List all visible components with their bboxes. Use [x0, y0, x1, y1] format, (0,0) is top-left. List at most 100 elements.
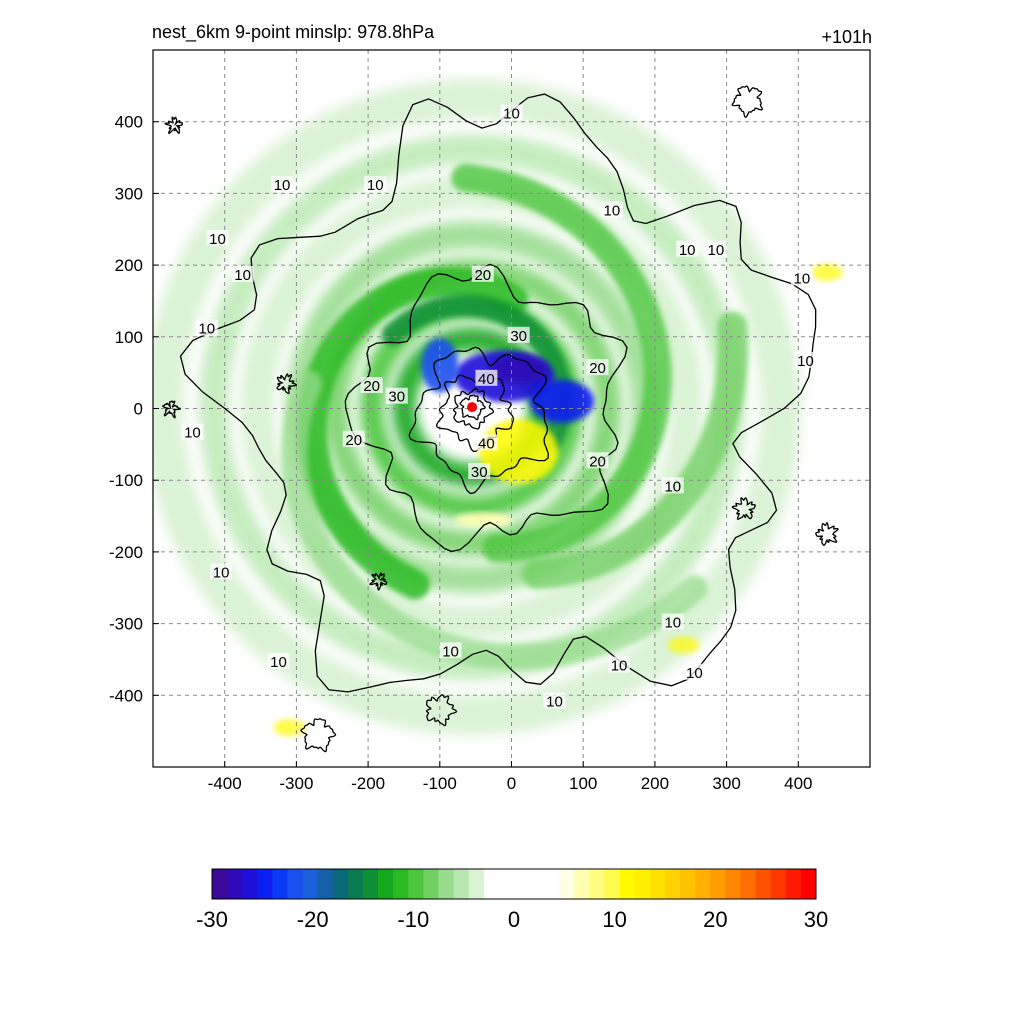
contour-label-bg	[210, 563, 233, 580]
colorbar-swatch	[710, 869, 726, 899]
contour-label-bg	[181, 423, 204, 440]
contour-line	[731, 497, 757, 520]
colorbar-swatch	[740, 869, 757, 899]
colorbar-swatch	[589, 869, 606, 899]
x-tick-label: -100	[423, 774, 457, 793]
colorbar-swatch	[604, 869, 621, 899]
y-tick-label: -400	[109, 686, 143, 705]
y-tick-label: -100	[109, 471, 143, 490]
colorbar-tick-label: 0	[508, 907, 520, 932]
contour-label-bg	[683, 663, 706, 680]
contour-label-bg	[794, 351, 817, 368]
contour-label: 10	[198, 321, 215, 338]
contour-label: 10	[184, 425, 201, 442]
shading-spiral	[281, 370, 708, 670]
contour-line	[179, 93, 817, 693]
colorbar-tick-label: 30	[804, 907, 828, 932]
colorbar-swatch	[242, 869, 258, 899]
x-tick-label: 0	[507, 774, 516, 793]
colorbar-swatch	[453, 869, 470, 899]
shading-positive	[479, 419, 559, 484]
contour-line	[161, 400, 181, 419]
contour-line	[344, 263, 628, 553]
contour-label: 10	[686, 665, 703, 682]
contour-label: 10	[367, 177, 384, 194]
contour-line	[731, 85, 764, 118]
colorbar-swatch	[212, 869, 228, 899]
contour-label: 10	[604, 202, 621, 219]
contour-label: 20	[474, 267, 491, 284]
shading-spiral	[451, 163, 672, 563]
contour-label: 10	[664, 615, 681, 632]
contour-label-bg	[360, 376, 383, 393]
colorbar-swatch	[634, 869, 651, 899]
colorbar-tick-label: 20	[703, 907, 727, 932]
colorbar-swatch	[378, 869, 394, 899]
colorbar-tick-label: -20	[297, 907, 329, 932]
shading-positive	[811, 263, 843, 281]
x-tick-label: 100	[569, 774, 597, 793]
shading-core	[529, 379, 594, 423]
colorbar-frame	[211, 868, 817, 900]
colorbar-swatch	[347, 869, 364, 899]
contour-label-bg	[195, 319, 218, 336]
colorbar-swatch	[393, 869, 409, 899]
colorbar-swatch	[695, 869, 711, 899]
chart-title: nest_6km 9-point minslp: 978.8hPa	[152, 22, 435, 42]
colorbar-swatch	[468, 869, 485, 899]
contour-label: 10	[664, 478, 681, 495]
colorbar-swatch	[423, 869, 439, 899]
contour-label-bg	[471, 265, 494, 282]
y-tick-label: 400	[115, 113, 143, 132]
contour-label-bg	[385, 387, 408, 404]
y-tick-label: 200	[115, 256, 143, 275]
shading-core	[489, 354, 548, 384]
x-tick-label: 300	[712, 774, 740, 793]
contour-label: 30	[471, 464, 488, 481]
contour-labels: 10 10 10 10 10 10 10 10 10 10 10 10 10 10 10 10 10 10 10 10…	[181, 104, 817, 710]
x-tick-label: -200	[351, 774, 385, 793]
colorbar-swatch	[800, 869, 817, 899]
contour-label-bg	[342, 430, 365, 447]
colorbar-swatch	[574, 869, 590, 899]
storm-center-marker	[467, 402, 478, 413]
colorbar-swatch	[287, 869, 304, 899]
forecast-hour-label: +101h	[821, 27, 872, 47]
contour-label: 20	[589, 453, 606, 470]
colorbar-swatch	[483, 869, 500, 899]
contour-label-bg	[267, 653, 290, 670]
contour-label-bg	[231, 265, 254, 282]
contour-label: 10	[234, 267, 251, 284]
contour-label-bg	[507, 326, 530, 343]
x-tick-label: 200	[641, 774, 669, 793]
contour-line	[408, 346, 549, 495]
contour-label-bg	[500, 104, 523, 121]
colorbar-swatch	[619, 869, 636, 899]
colorbar-swatch	[317, 869, 334, 899]
contour-label-bg	[543, 692, 566, 709]
contour-line	[815, 522, 839, 547]
contour-label-bg	[586, 452, 609, 469]
x-tick-label: 400	[784, 774, 812, 793]
colorbar-swatch	[649, 869, 666, 899]
contour-label-bg	[676, 240, 699, 257]
contour-line	[300, 718, 337, 753]
contour-label: 30	[510, 328, 527, 345]
colorbar-swatch	[665, 869, 681, 899]
contour-label: 40	[478, 371, 495, 388]
colorbar-swatch	[438, 869, 455, 899]
contour-label: 10	[270, 654, 287, 671]
contour-label-bg	[364, 176, 387, 193]
y-tick-label: 0	[134, 400, 143, 419]
contour-label-bg	[475, 369, 498, 386]
colorbar-swatch	[785, 869, 802, 899]
contour-line	[164, 116, 184, 135]
shading-positive	[454, 512, 512, 527]
y-axis: 400 300 200 100 0 -100 -200 -300 -400	[109, 113, 159, 705]
colorbar-swatch	[332, 869, 349, 899]
y-tick-label: 100	[115, 328, 143, 347]
contour-label: 10	[213, 564, 230, 581]
contour-lines	[161, 85, 839, 753]
colorbar-swatch	[680, 869, 696, 899]
